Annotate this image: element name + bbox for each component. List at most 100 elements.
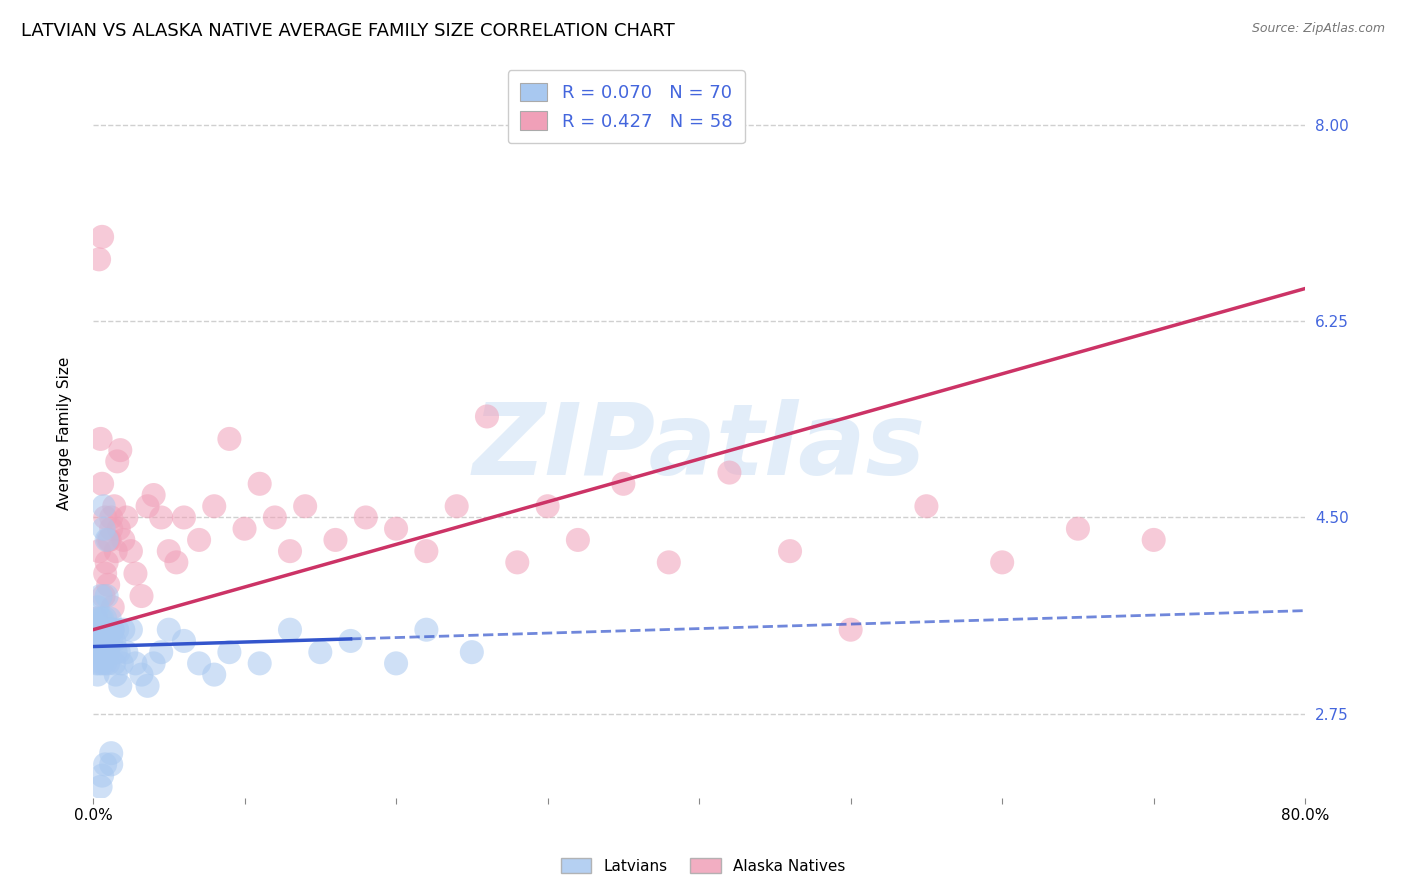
Point: [97, 634, 120, 648]
Point: [93, 522, 115, 536]
Point: [131, 667, 153, 681]
Point: [202, 500, 225, 514]
Point: [94, 566, 117, 581]
Point: [94, 634, 117, 648]
Point: [218, 432, 240, 446]
Point: [96, 555, 118, 569]
Point: [173, 634, 195, 648]
Point: [103, 500, 125, 514]
Point: [90, 589, 112, 603]
Point: [84, 634, 107, 648]
Point: [779, 544, 801, 558]
Point: [112, 623, 135, 637]
Point: [98, 611, 121, 625]
Point: [104, 645, 127, 659]
Point: [94, 657, 117, 671]
Point: [84, 611, 107, 625]
Point: [915, 500, 938, 514]
Point: [97, 533, 120, 547]
Point: [93, 500, 115, 514]
Point: [233, 522, 256, 536]
Point: [612, 476, 634, 491]
Point: [567, 533, 589, 547]
Point: [98, 533, 121, 547]
Point: [718, 466, 741, 480]
Point: [101, 623, 124, 637]
Point: [115, 645, 138, 659]
Point: [91, 476, 114, 491]
Point: [96, 589, 118, 603]
Point: [150, 510, 173, 524]
Point: [91, 645, 114, 659]
Point: [111, 657, 134, 671]
Point: [354, 510, 377, 524]
Point: [385, 522, 408, 536]
Point: [87, 634, 110, 648]
Point: [110, 443, 132, 458]
Point: [263, 510, 285, 524]
Point: [461, 645, 484, 659]
Point: [124, 566, 146, 581]
Point: [101, 623, 124, 637]
Point: [103, 634, 125, 648]
Point: [91, 769, 114, 783]
Point: [90, 780, 112, 794]
Point: [120, 623, 142, 637]
Text: Source: ZipAtlas.com: Source: ZipAtlas.com: [1251, 22, 1385, 36]
Point: [91, 230, 114, 244]
Point: [278, 544, 301, 558]
Point: [1067, 522, 1090, 536]
Point: [86, 667, 108, 681]
Point: [87, 544, 110, 558]
Point: [101, 600, 124, 615]
Point: [991, 555, 1014, 569]
Point: [157, 544, 180, 558]
Point: [104, 544, 127, 558]
Point: [87, 657, 110, 671]
Point: [506, 555, 529, 569]
Point: [249, 476, 271, 491]
Point: [339, 634, 361, 648]
Point: [94, 757, 117, 772]
Point: [415, 623, 437, 637]
Point: [136, 679, 159, 693]
Point: [105, 623, 128, 637]
Point: [385, 657, 408, 671]
Point: [150, 645, 173, 659]
Point: [446, 500, 468, 514]
Point: [84, 657, 107, 671]
Point: [91, 611, 114, 625]
Point: [107, 522, 129, 536]
Point: [86, 600, 108, 615]
Text: LATVIAN VS ALASKA NATIVE AVERAGE FAMILY SIZE CORRELATION CHART: LATVIAN VS ALASKA NATIVE AVERAGE FAMILY …: [21, 22, 675, 40]
Point: [97, 645, 120, 659]
Point: [294, 500, 316, 514]
Point: [87, 645, 110, 659]
Point: [100, 634, 122, 648]
Point: [131, 589, 153, 603]
Point: [658, 555, 681, 569]
Point: [90, 623, 112, 637]
Point: [110, 679, 132, 693]
Point: [309, 645, 332, 659]
Point: [93, 589, 115, 603]
Point: [173, 510, 195, 524]
Point: [536, 500, 558, 514]
Point: [90, 432, 112, 446]
Point: [90, 611, 112, 625]
Point: [104, 667, 127, 681]
Point: [105, 454, 128, 468]
Point: [91, 634, 114, 648]
Point: [202, 667, 225, 681]
Point: [157, 623, 180, 637]
Y-axis label: Average Family Size: Average Family Size: [58, 357, 72, 510]
Point: [839, 623, 862, 637]
Point: [142, 657, 165, 671]
Point: [100, 510, 122, 524]
Legend: Latvians, Alaska Natives: Latvians, Alaska Natives: [554, 852, 852, 880]
Point: [100, 522, 122, 536]
Point: [96, 623, 118, 637]
Point: [415, 544, 437, 558]
Point: [103, 657, 125, 671]
Point: [86, 623, 108, 637]
